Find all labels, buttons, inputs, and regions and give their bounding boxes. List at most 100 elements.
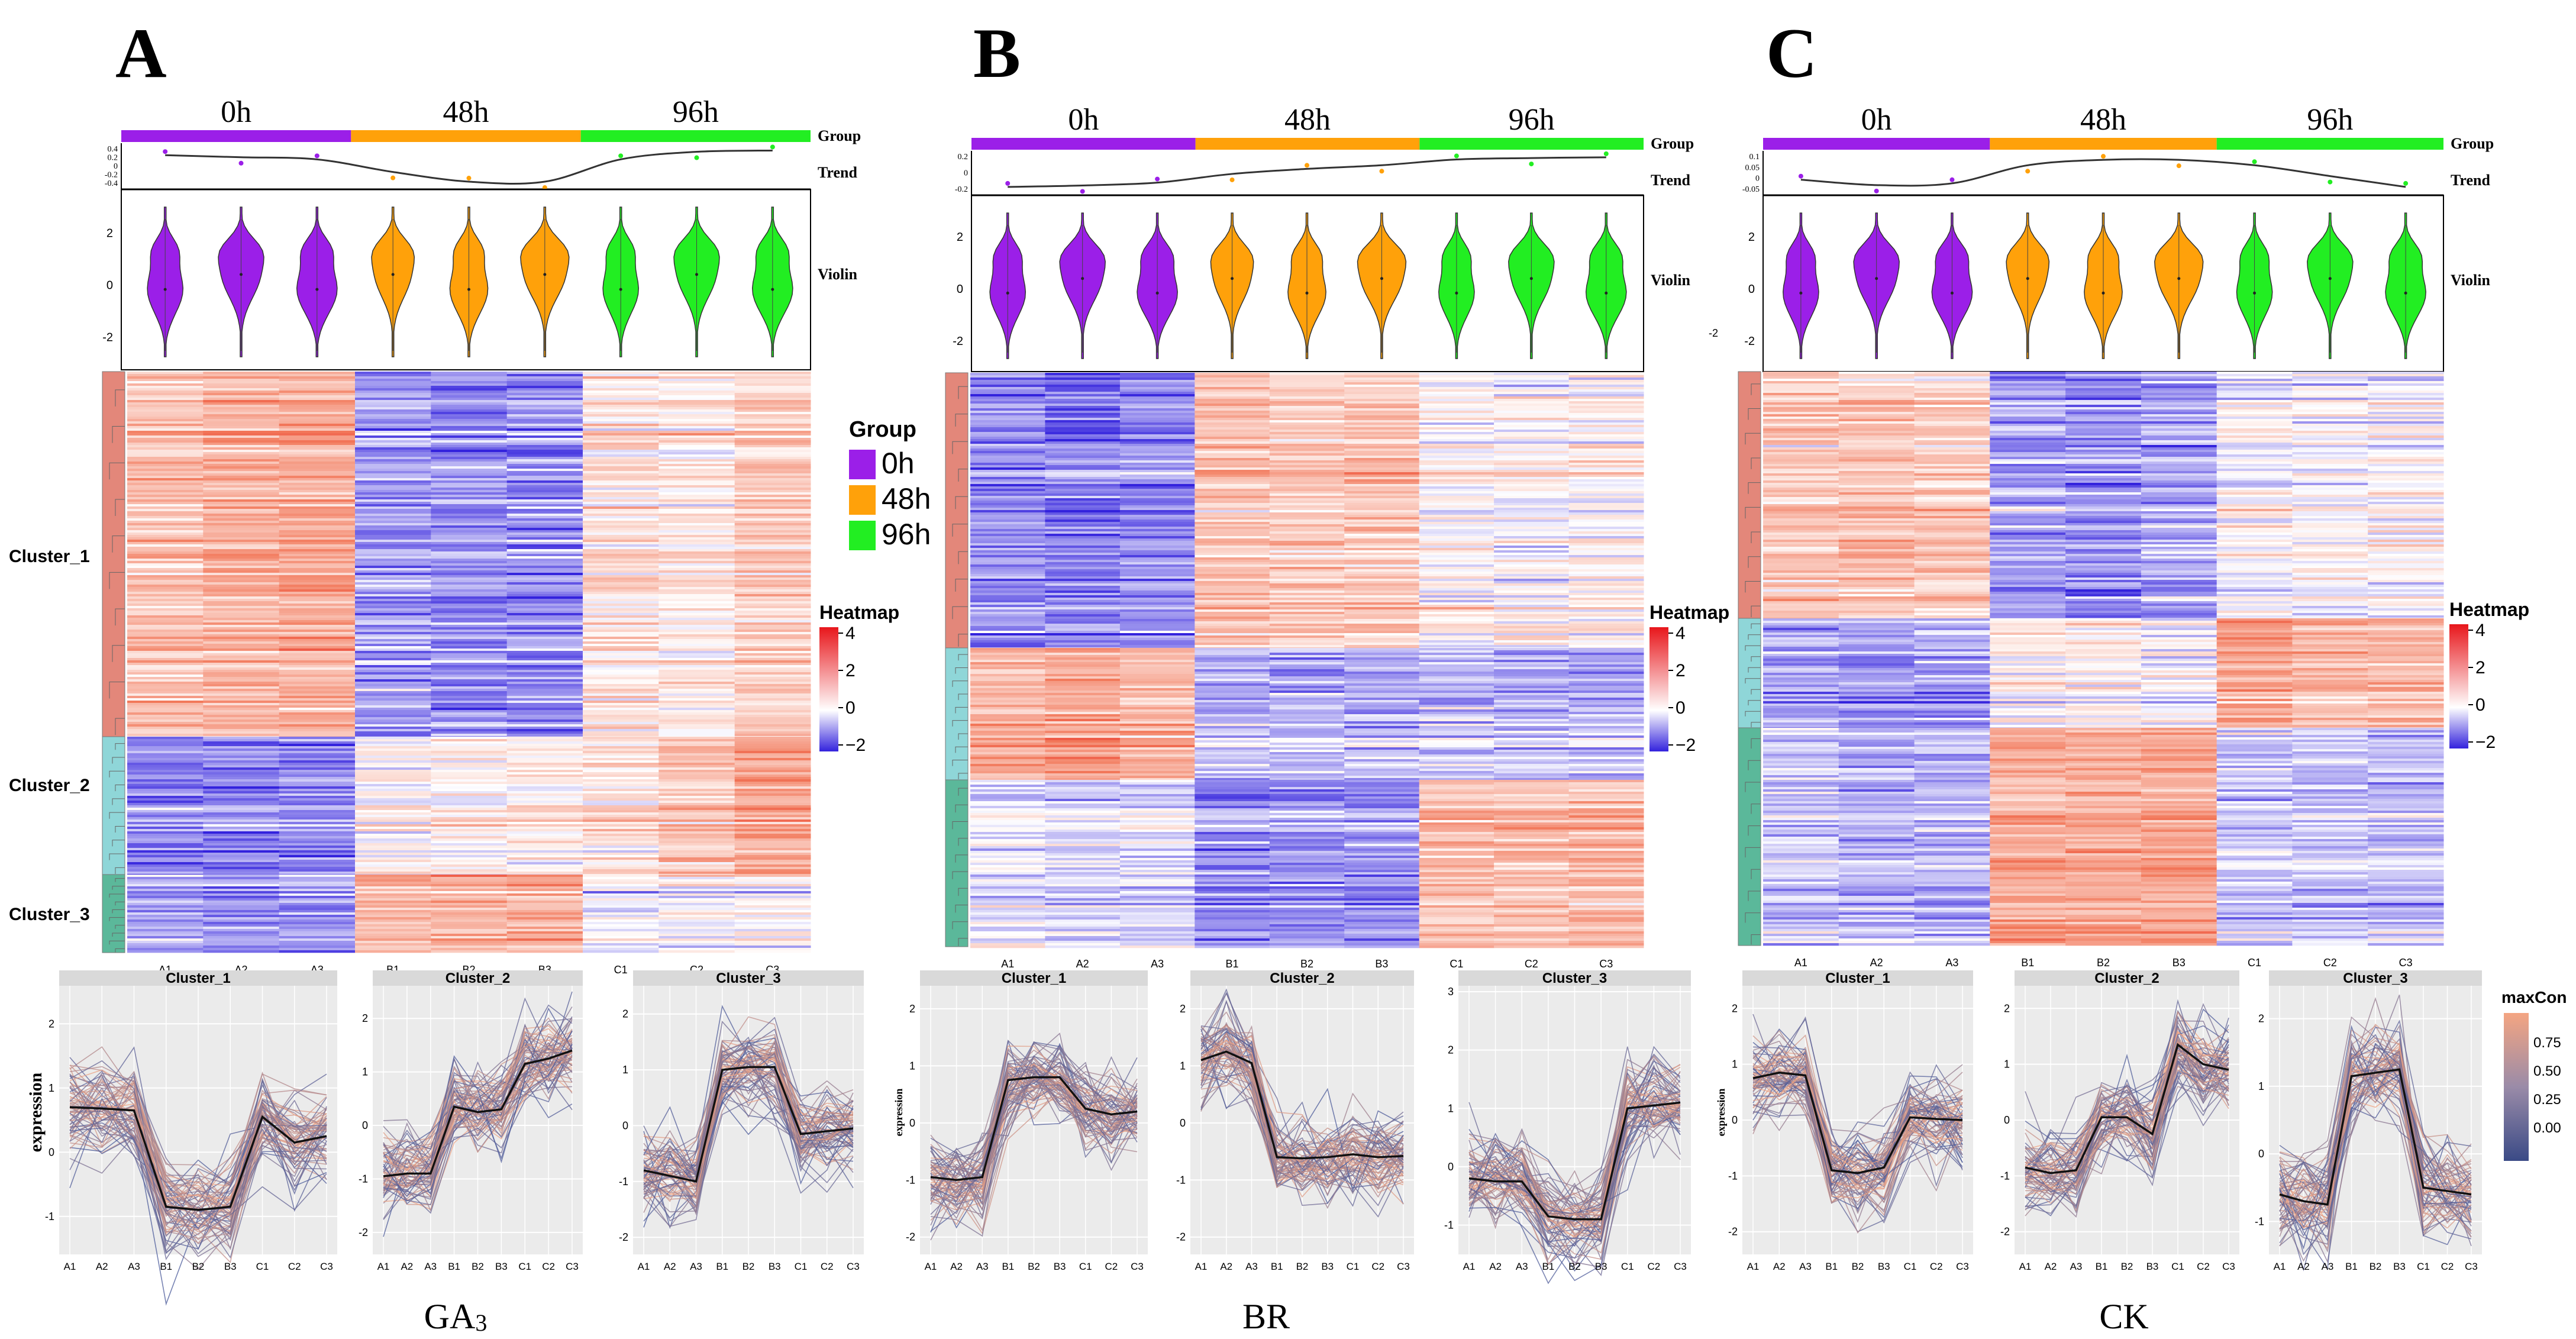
x-tick: A2 (950, 1261, 963, 1272)
trend-point (1305, 163, 1309, 168)
line-plot-C-cluster-1: Cluster_1 2 1 0 -1 -2 A1 A2 A3 B1 B2 B3 C1 C2 C3 expres… (1715, 970, 1973, 1272)
y-tick: 0 (1448, 1161, 1454, 1173)
heat-cluster-label: Cluster_2 (9, 776, 90, 795)
trend-point (1155, 176, 1160, 182)
dendrogram-cluster-2 (945, 647, 969, 780)
heat-legend-tick: 2 (845, 661, 856, 680)
mean-line (1200, 1050, 1404, 1160)
violin-median (391, 273, 395, 276)
x-tick: B1 (1002, 1261, 1014, 1272)
violin-median (1605, 291, 1608, 295)
x-tick: B1 (1271, 1261, 1283, 1272)
heat-sample-label: A2 (1870, 957, 1883, 969)
x-tick: C1 (2417, 1261, 2430, 1272)
trend-point (390, 175, 396, 180)
y-axis-label: expression (893, 1089, 905, 1137)
heat-sample-label: B3 (2173, 957, 2186, 969)
strip (2269, 970, 2482, 986)
group-bar-48h (351, 130, 581, 142)
x-tick: B2 (2370, 1261, 2382, 1272)
x-tick: B3 (1595, 1261, 1607, 1272)
dendrogram-cluster-1 (945, 372, 969, 648)
heat-legend-title: Heatmap (2449, 599, 2529, 620)
trend-point (238, 160, 244, 166)
group-bar-0h (1763, 138, 1990, 150)
trend-tick: 0.2 (958, 153, 969, 162)
trend-point (1379, 169, 1384, 174)
x-tick: A2 (1220, 1261, 1232, 1272)
x-tick: A3 (1799, 1261, 1812, 1272)
x-tick: A3 (690, 1261, 702, 1272)
trend-point (694, 155, 699, 160)
heat-legend-bar (2449, 624, 2468, 748)
heat-legend-tick: 0 (1676, 698, 1686, 718)
trend-point (1229, 177, 1235, 182)
y-tick: -1 (2000, 1170, 2010, 1182)
strip-label: Cluster_3 (1542, 970, 1607, 986)
x-tick: C1 (1621, 1261, 1634, 1272)
y-tick: 0 (2004, 1114, 2010, 1126)
y-tick: -2 (1176, 1231, 1186, 1243)
line-plot-C-cluster-2: Cluster_2 2 1 0 -1 -2 A1 A2 A3 B1 B2 B3 C1 C2 C3 (2000, 970, 2239, 1272)
trend-point (1080, 189, 1085, 194)
trend-line (1800, 158, 2406, 188)
heat-sample-label: C3 (1599, 958, 1613, 970)
trend-tick: 0.05 (1745, 163, 1760, 172)
violin-median (1081, 277, 1084, 280)
row-label-group: Group (2451, 135, 2494, 152)
trend-point (314, 153, 319, 159)
panel-A: A0h 48h 96hGroupTrend0.40.20-0.2-0.4Violin… (26, 14, 899, 1336)
heat-legend-tick: −2 (1676, 735, 1696, 755)
maxcon-tick: 0.75 (2533, 1035, 2561, 1051)
heat-legend-tick: −2 (845, 735, 866, 755)
violin-median (1006, 291, 1009, 295)
y-tick: 1 (1180, 1060, 1186, 1072)
heat-legend-bar (1649, 627, 1668, 751)
violin-median (2026, 277, 2029, 280)
y-tick: 2 (622, 1008, 628, 1020)
y-tick: 0 (622, 1119, 628, 1131)
violin-median (1455, 291, 1458, 295)
heat-sample-label: C3 (2399, 957, 2413, 969)
group-label: 48h (2080, 103, 2126, 137)
x-tick: B2 (1852, 1261, 1864, 1272)
panel-C: C 0h 48h 96h Group Trend 0.10.05 0 -0.05 Violin 2 0… (1715, 14, 2529, 1336)
x-tick: B3 (1321, 1261, 1334, 1272)
treatment-label: CK (2099, 1297, 2148, 1336)
x-tick: B3 (2146, 1261, 2159, 1272)
trend-point (2101, 154, 2106, 159)
heat-legend-tick: 4 (2475, 621, 2485, 640)
heat-sample-label: A1 (1794, 957, 1807, 969)
trend-point (618, 153, 624, 159)
y-tick: 1 (909, 1060, 915, 1072)
x-tick: B3 (224, 1261, 237, 1272)
heat-sample-label: C1 (1450, 958, 1463, 970)
trend-point (770, 144, 775, 150)
x-tick: C1 (1904, 1261, 1917, 1272)
heat-sample-label: A3 (1151, 958, 1164, 970)
violin-median (2177, 277, 2181, 280)
strip-label: Cluster_2 (1270, 970, 1334, 986)
y-tick: -2 (2000, 1226, 2010, 1238)
maxcon-tick: 0.50 (2533, 1063, 2561, 1079)
x-tick: B1 (716, 1261, 728, 1272)
line-plot-C-cluster-3: Cluster_3 2 1 0 -1 A1 A2 A3 B1 B2 B3 C1 C2 C3 (2255, 970, 2482, 1272)
mean-line (2279, 1068, 2472, 1206)
x-tick: B3 (2393, 1261, 2406, 1272)
violin-median (543, 273, 547, 276)
y-tick: -1 (2255, 1215, 2264, 1227)
group-legend-title: Group (849, 417, 916, 442)
heat-legend-title: Heatmap (1649, 602, 1729, 623)
violin-median (2328, 277, 2332, 280)
y-tick: -1 (1176, 1174, 1186, 1186)
trend-point (2328, 179, 2333, 185)
y-axis-label: expression (26, 1072, 46, 1152)
heat-legend-title: Heatmap (819, 602, 899, 623)
violin-median (2404, 291, 2407, 295)
violin-tick: 0 (106, 279, 113, 292)
x-tick: A2 (401, 1261, 413, 1272)
y-tick: 0 (49, 1146, 54, 1158)
group-label: 0h (221, 95, 251, 129)
